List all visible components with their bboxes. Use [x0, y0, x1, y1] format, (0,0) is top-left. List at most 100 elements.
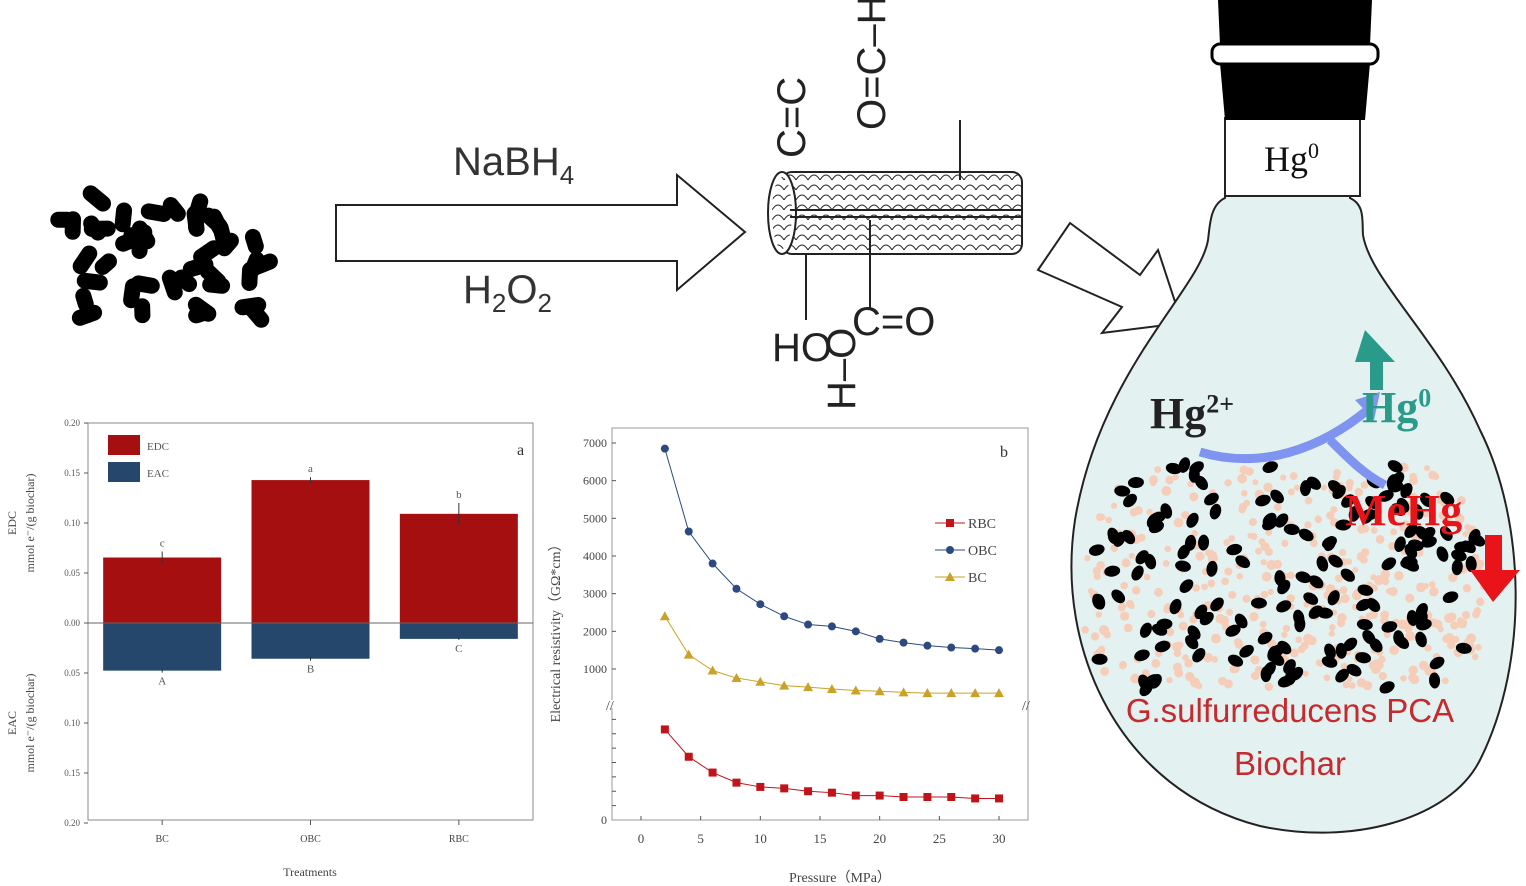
biochar-dot	[1219, 615, 1230, 626]
y-tick-label: 0.15	[64, 768, 80, 778]
biochar-particle	[1321, 656, 1338, 668]
biochar-dot	[1190, 677, 1200, 688]
biochar-dot	[1370, 526, 1378, 534]
biochar-particle	[1146, 513, 1160, 529]
particle	[244, 228, 264, 255]
biochar-particle	[1396, 497, 1410, 513]
data-point-rbc	[875, 791, 884, 800]
legend-label: EDC	[147, 441, 169, 453]
biochar-particle	[1138, 674, 1150, 690]
biochar-particle	[1442, 591, 1459, 604]
biochar-dot	[1399, 523, 1407, 532]
particle	[234, 297, 267, 316]
biochar-particle	[1451, 559, 1463, 576]
biochar-dot	[1095, 513, 1105, 522]
biochar-dot	[1408, 665, 1418, 675]
biochar-dot	[1281, 631, 1288, 638]
biochar-particle	[1226, 543, 1243, 556]
particle	[82, 185, 112, 212]
data-point-rbc	[660, 725, 669, 734]
biochar-particles-icon	[50, 185, 278, 328]
biochar-particle	[1235, 555, 1251, 569]
biochar-dot	[1345, 479, 1354, 488]
biochar-dot	[1323, 674, 1331, 682]
significance-letter: c	[160, 538, 165, 550]
biochar-particle	[1357, 584, 1374, 596]
biochar-particle	[1295, 571, 1312, 584]
biochar-particle	[1262, 517, 1278, 531]
biochar-dot	[1354, 487, 1363, 497]
biochar-dot	[1423, 465, 1431, 472]
x-tick-label: 0	[638, 831, 645, 846]
data-point-obc	[708, 559, 717, 568]
y-axis-label: Electrical resistivity（GΩ*cm）	[548, 538, 564, 723]
biochar-dot	[1178, 621, 1188, 631]
x-tick-label: OBC	[300, 834, 321, 845]
biochar-dot	[1177, 611, 1185, 619]
biochar-dot	[1442, 634, 1451, 643]
biochar-dot	[1261, 571, 1272, 582]
biochar-dot	[1342, 681, 1350, 689]
biochar-dot	[1388, 542, 1397, 551]
y-axis-label: mmol e⁻/(g biochar)	[23, 474, 37, 573]
biochar-dot	[1466, 633, 1477, 644]
biochar-dot	[1416, 582, 1426, 593]
data-point-bc	[755, 676, 766, 686]
bar-eac	[399, 623, 518, 639]
biochar-particle	[1468, 528, 1481, 545]
biochar-particle	[1257, 631, 1273, 645]
biochar-dot	[1259, 620, 1267, 628]
biochar-dot	[1203, 652, 1213, 663]
group-hydroxyl: HO	[772, 326, 832, 370]
biochar-dot	[1131, 586, 1141, 595]
biochar-dot	[1429, 581, 1436, 588]
biochar-particle	[1316, 555, 1329, 572]
x-tick-label: BC	[155, 834, 169, 845]
significance-letter: A	[158, 676, 166, 688]
data-point-rbc	[923, 793, 932, 801]
biochar-dot	[1211, 656, 1219, 663]
bar-edc	[399, 513, 518, 623]
biochar-particle	[1206, 560, 1218, 577]
biochar-dot	[1128, 552, 1135, 560]
biochar-particle	[1387, 481, 1404, 493]
biochar-particle	[1346, 663, 1362, 677]
plot-frame	[611, 427, 1029, 821]
particle	[72, 245, 98, 275]
biochar-dot	[1161, 486, 1172, 496]
biochar-particle	[1154, 640, 1171, 653]
biochar-dot	[1248, 518, 1257, 527]
biochar-dot	[1378, 655, 1386, 664]
particle	[71, 304, 103, 326]
biochar-dot	[1228, 590, 1237, 599]
flask-icon	[1070, 0, 1517, 834]
biochar-particle	[1293, 609, 1305, 626]
data-point-bc	[731, 673, 742, 683]
biochar-particle	[1429, 656, 1445, 670]
biochar-dot	[1409, 476, 1418, 486]
data-point-rbc	[684, 752, 693, 761]
bar-edc	[103, 557, 222, 623]
biochar-particle	[1192, 648, 1206, 663]
biochar-particle	[1186, 512, 1199, 528]
biochar-particle	[1415, 631, 1427, 648]
biochar-dot	[1304, 496, 1313, 505]
biochar-dot	[1289, 472, 1298, 480]
y-axis-label: EAC	[5, 711, 19, 735]
biochar-dot	[1117, 603, 1126, 612]
x-tick-label: RBC	[449, 834, 469, 845]
biochar-particle	[1144, 553, 1157, 570]
biochar-particle	[1225, 624, 1241, 637]
particle	[162, 197, 186, 222]
biochar-dot	[1302, 670, 1309, 677]
biochar-particle	[1381, 557, 1397, 571]
biochar-dot	[1474, 561, 1484, 570]
biochar-dot	[1098, 625, 1109, 636]
biochar-particle	[1239, 644, 1254, 658]
data-point-obc	[684, 527, 693, 536]
biochar-dot	[1320, 484, 1328, 491]
biochar-particle	[1250, 597, 1267, 609]
data-point-rbc	[756, 782, 765, 791]
legend-swatch	[108, 435, 140, 455]
biochar-dot	[1120, 581, 1129, 590]
